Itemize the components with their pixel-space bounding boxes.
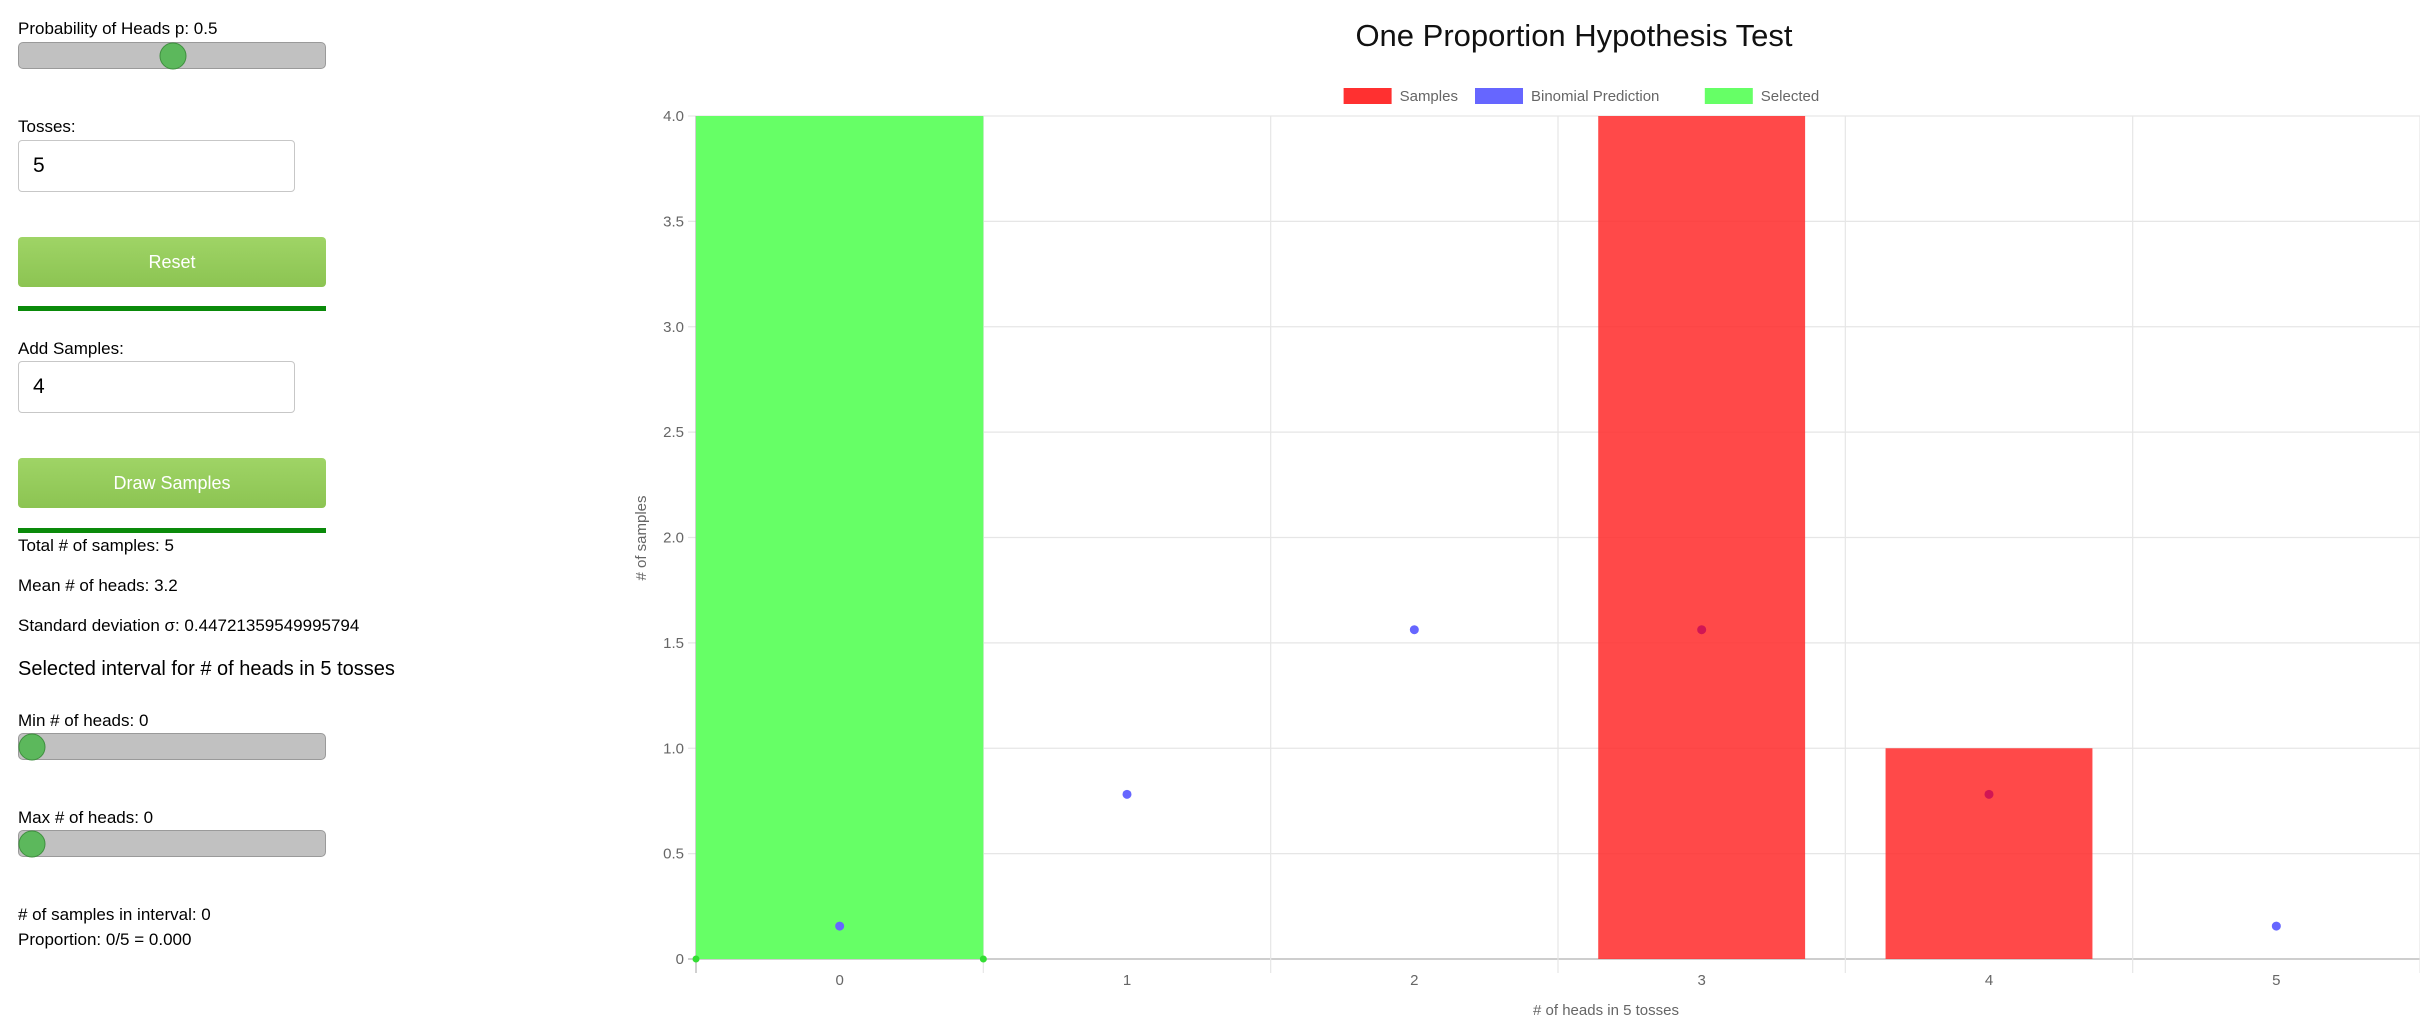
- y-tick-label: 0.5: [663, 846, 684, 863]
- x-tick-label: 5: [2272, 972, 2280, 989]
- legend-swatch: [1475, 88, 1523, 104]
- x-tick-label: 1: [1123, 972, 1131, 989]
- binomial-point: [1122, 789, 1132, 799]
- x-axis-title: # of heads in 5 tosses: [1533, 1002, 1679, 1019]
- mean-heads-text: Mean # of heads: 3.2: [18, 576, 178, 595]
- binomial-point: [1984, 789, 1994, 799]
- total-samples-text: Total # of samples: 5: [18, 536, 174, 555]
- tosses-input[interactable]: 5: [18, 140, 295, 192]
- controls-panel: Probability of Heads p: 0.5 Tosses: 5 Re…: [0, 0, 620, 1027]
- selected-bar-corner-point: [979, 955, 987, 963]
- probability-label: Probability of Heads p: 0.5: [18, 19, 218, 38]
- std-dev-text: Standard deviation σ: 0.4472135954999579…: [18, 616, 360, 635]
- min-heads-slider-handle[interactable]: [18, 733, 46, 760]
- y-tick-label: 2.5: [663, 424, 684, 441]
- selected-bar-corner-point: [692, 955, 700, 963]
- samples-bar: [1885, 748, 2093, 959]
- y-tick-label: 4.0: [663, 108, 684, 125]
- probability-slider-handle[interactable]: [159, 42, 187, 69]
- divider: [18, 528, 326, 533]
- chart-bars: [692, 116, 2093, 963]
- draw-samples-button[interactable]: Draw Samples: [18, 458, 326, 508]
- min-heads-slider[interactable]: [18, 733, 326, 760]
- x-tick-label: 2: [1410, 972, 1418, 989]
- min-heads-label: Min # of heads: 0: [18, 711, 149, 730]
- max-heads-slider[interactable]: [18, 830, 326, 857]
- x-tick-label: 4: [1985, 972, 1993, 989]
- max-heads-slider-handle[interactable]: [18, 830, 46, 857]
- max-heads-label: Max # of heads: 0: [18, 808, 154, 827]
- selected-bar: [696, 116, 984, 959]
- legend-swatch: [1343, 88, 1392, 104]
- probability-slider[interactable]: [18, 42, 326, 69]
- legend-swatch: [1704, 88, 1753, 104]
- y-tick-label: 3.5: [663, 213, 684, 230]
- y-tick-label: 3.0: [663, 319, 684, 336]
- y-tick-label: 0: [676, 951, 684, 968]
- add-samples-input[interactable]: 4: [18, 361, 295, 413]
- y-tick-label: 1.5: [663, 635, 684, 652]
- reset-button[interactable]: Reset: [18, 237, 326, 287]
- binomial-point: [2271, 921, 2281, 931]
- x-tick-label: 3: [1697, 972, 1705, 989]
- binomial-point: [1409, 625, 1419, 635]
- binomial-point: [1697, 625, 1707, 635]
- legend-label: Selected: [1761, 88, 1819, 105]
- legend-label: Binomial Prediction: [1531, 88, 1659, 105]
- y-tick-label: 2.0: [663, 530, 684, 547]
- y-tick-label: 1.0: [663, 740, 684, 757]
- interval-title: Selected interval for # of heads in 5 to…: [18, 658, 395, 680]
- chart-legend: Samples Binomial Prediction Selected: [1343, 88, 1819, 105]
- x-tick-label: 0: [835, 972, 843, 989]
- chart-axes: 0 0.5 1.0 1.5 2.0 2.5 3.0 3.5 4.0 0 1 2 3 4 5: [663, 108, 2280, 989]
- chart-points: [835, 625, 2281, 931]
- y-axis-title: # of samples: [633, 495, 650, 580]
- chart-title: One Proportion Hypothesis Test: [1355, 18, 1792, 53]
- divider: [18, 306, 326, 311]
- samples-in-interval-text: # of samples in interval: 0: [18, 905, 211, 924]
- add-samples-label: Add Samples:: [18, 339, 124, 358]
- legend-label: Samples: [1400, 88, 1458, 105]
- binomial-point: [835, 921, 845, 931]
- proportion-text: Proportion: 0/5 = 0.000: [18, 930, 192, 949]
- samples-bar: [1598, 116, 1806, 959]
- tosses-label: Tosses:: [18, 117, 76, 136]
